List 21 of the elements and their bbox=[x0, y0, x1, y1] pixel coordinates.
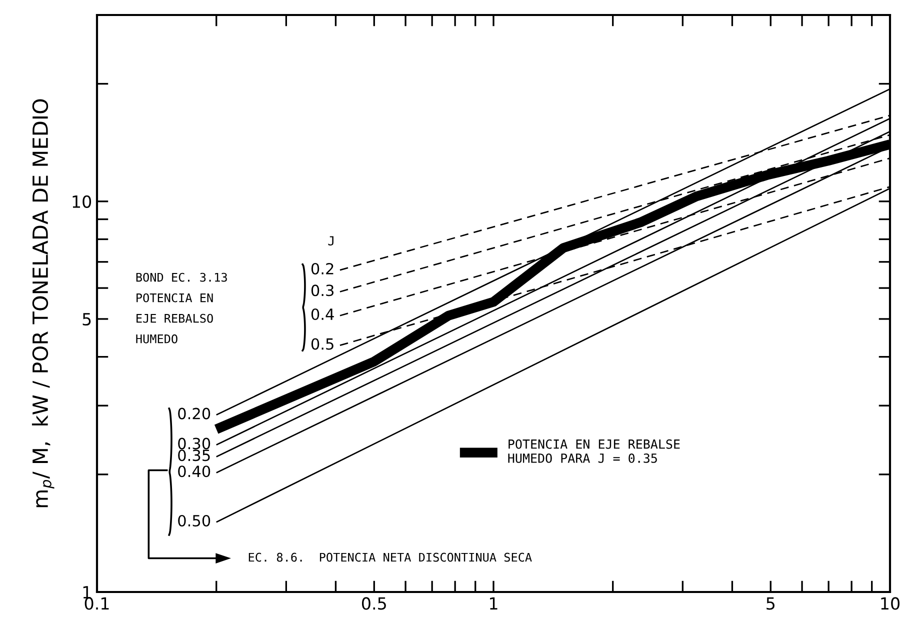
x-tick-label: 1 bbox=[490, 597, 498, 610]
y-axis-title: m$_{p}$/ M, kW / POR TONELADA DE MEDIO bbox=[32, 99, 54, 508]
x-tick-label: 10 bbox=[881, 597, 900, 610]
y-tick-label: 5 bbox=[82, 313, 91, 326]
series-label: 0.5 bbox=[311, 338, 334, 350]
legend-label: POTENCIA EN EJE REBALSE HUMEDO PARA J = 0.35 bbox=[508, 439, 680, 463]
y-tick-label: 10 bbox=[72, 195, 92, 208]
x-tick-label: 5 bbox=[766, 597, 774, 610]
series-label: 0.40 bbox=[178, 466, 210, 478]
annotation: EC. 8.6. POTENCIA NETA DISCONTINUA SECA bbox=[248, 552, 532, 562]
annotation: BOND EC. 3.13 POTENCIA EN EJE REBALSO HUMEDO bbox=[136, 272, 227, 344]
series-label: 0.3 bbox=[311, 284, 334, 296]
annotation: J bbox=[328, 236, 334, 246]
series-label: 0.35 bbox=[178, 450, 210, 462]
series-label: 0.30 bbox=[178, 438, 210, 450]
x-tick-label: 0.1 bbox=[84, 597, 109, 610]
x-tick-label: 0.5 bbox=[362, 597, 386, 610]
series-label: 0.50 bbox=[178, 514, 210, 527]
series-label: 0.4 bbox=[311, 308, 334, 320]
series-label: 0.2 bbox=[311, 262, 334, 275]
series-label: 0.20 bbox=[178, 408, 210, 420]
